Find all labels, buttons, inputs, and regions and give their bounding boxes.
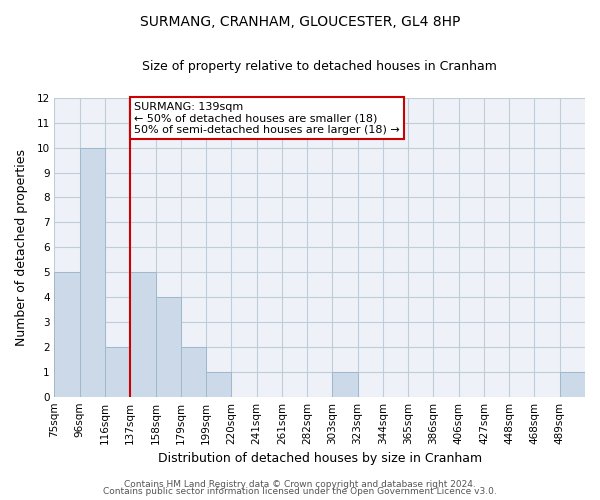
Bar	[155, 297, 181, 396]
Bar	[80, 148, 105, 396]
Bar	[55, 272, 80, 396]
Text: SURMANG, CRANHAM, GLOUCESTER, GL4 8HP: SURMANG, CRANHAM, GLOUCESTER, GL4 8HP	[140, 15, 460, 29]
Bar	[130, 272, 155, 396]
Y-axis label: Number of detached properties: Number of detached properties	[15, 148, 28, 346]
Title: Size of property relative to detached houses in Cranham: Size of property relative to detached ho…	[142, 60, 497, 73]
Text: Contains HM Land Registry data © Crown copyright and database right 2024.: Contains HM Land Registry data © Crown c…	[124, 480, 476, 489]
Bar	[332, 372, 358, 396]
Bar	[105, 347, 130, 397]
Text: SURMANG: 139sqm
← 50% of detached houses are smaller (18)
50% of semi-detached h: SURMANG: 139sqm ← 50% of detached houses…	[134, 102, 400, 134]
Bar	[181, 347, 206, 397]
Text: Contains public sector information licensed under the Open Government Licence v3: Contains public sector information licen…	[103, 487, 497, 496]
Bar	[206, 372, 231, 396]
X-axis label: Distribution of detached houses by size in Cranham: Distribution of detached houses by size …	[158, 452, 482, 465]
Bar	[560, 372, 585, 396]
